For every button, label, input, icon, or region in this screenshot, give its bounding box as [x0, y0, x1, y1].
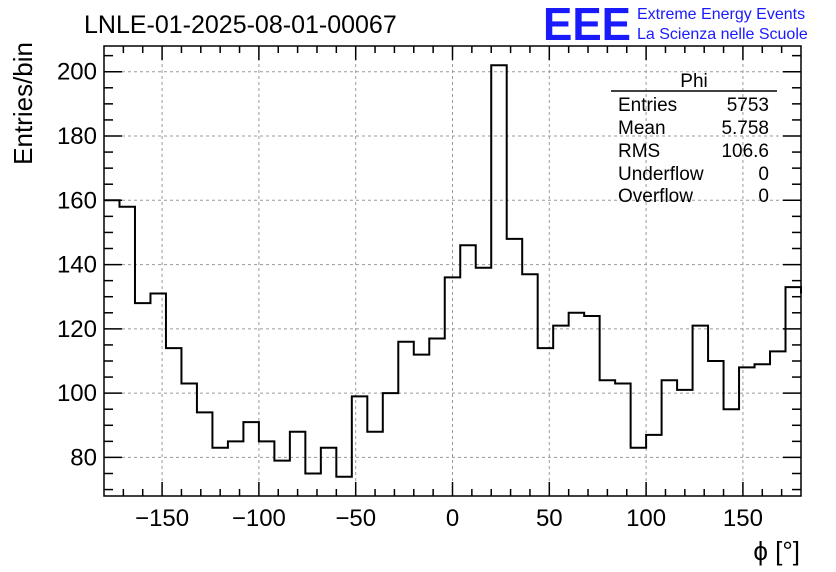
x-tick-label: −50 — [335, 505, 376, 532]
histogram-bin — [708, 361, 723, 496]
stats-label-rms: RMS — [618, 141, 660, 162]
histogram-bin — [786, 287, 801, 496]
histogram-bin — [522, 274, 537, 496]
histogram-bin — [212, 448, 227, 496]
histogram-bin — [150, 294, 165, 497]
y-axis-label: Entries/bin — [8, 42, 38, 165]
histogram-bin — [615, 384, 630, 497]
histogram-bin — [491, 65, 506, 496]
x-tick-label: −100 — [232, 505, 286, 532]
x-tick-label: 50 — [536, 505, 563, 532]
x-axis-label: ϕ [°] — [753, 536, 800, 566]
x-tick-label: 150 — [723, 505, 763, 532]
histogram-bin — [305, 474, 320, 497]
histogram-bin — [367, 432, 382, 496]
histogram-bin — [104, 200, 119, 496]
y-tick-label: 180 — [57, 123, 97, 150]
x-tick-label: 100 — [626, 505, 666, 532]
histogram-bin — [414, 355, 429, 496]
x-tick-label: 0 — [446, 505, 459, 532]
stats-label-overflow: Overflow — [618, 186, 693, 207]
histogram-bin — [197, 412, 212, 496]
histogram-bin — [166, 348, 181, 496]
stats-label-entries: Entries — [618, 95, 677, 116]
logo-line-1: Extreme Energy Events — [637, 6, 805, 23]
stats-value-rms: 106.6 — [721, 141, 769, 162]
histogram-bin — [352, 396, 367, 496]
histogram-bin — [507, 239, 522, 496]
logo-line-2: La Scienza nelle Scuole — [637, 26, 808, 43]
histogram-bin — [693, 326, 708, 496]
y-tick-label: 200 — [57, 59, 97, 86]
stats-label-underflow: Underflow — [618, 164, 704, 185]
stats-value-underflow: 0 — [758, 164, 769, 185]
y-tick-label: 160 — [57, 187, 97, 214]
histogram-bin — [569, 313, 584, 496]
histogram-bin — [383, 393, 398, 496]
axis-ticks — [104, 46, 801, 496]
histogram-bin — [724, 409, 739, 496]
x-tick-label: −150 — [135, 505, 189, 532]
histogram-bin — [739, 367, 754, 496]
eee-logo: EEE Extreme Energy Events La Scienza nel… — [543, 0, 808, 50]
histogram-bin — [553, 326, 568, 496]
histogram-bin — [135, 303, 150, 496]
y-tick-label: 80 — [70, 444, 97, 471]
histogram-step-line — [104, 64, 802, 478]
histogram-bin — [228, 441, 243, 496]
chart-title: LNLE-01-2025-08-01-00067 — [84, 11, 397, 39]
histogram-bin — [677, 390, 692, 496]
histogram-bin — [631, 448, 646, 496]
histogram-bin — [584, 316, 599, 496]
histogram-bin — [398, 342, 413, 496]
y-tick-label: 120 — [57, 316, 97, 343]
histogram-bin — [321, 448, 336, 496]
histogram-bin — [460, 245, 475, 496]
histogram-bin — [755, 364, 770, 496]
histogram-bin — [476, 268, 491, 496]
stats-box: Phi Entries 5753 Mean 5.758 RMS 106.6 Un… — [611, 71, 777, 207]
x-tick-labels: −150 −100 −50 0 50 100 150 — [135, 505, 763, 532]
grid-lines — [104, 46, 801, 496]
eee-logo-mark: EEE — [543, 0, 631, 50]
histogram-bin — [119, 207, 134, 496]
y-tick-label: 140 — [57, 252, 97, 279]
stats-value-overflow: 0 — [758, 186, 769, 207]
histogram-bin — [243, 422, 258, 496]
histogram-bin — [181, 384, 196, 497]
stats-value-entries: 5753 — [727, 95, 769, 116]
y-tick-label: 100 — [57, 380, 97, 407]
histogram-bin — [259, 441, 274, 496]
histogram-bin — [646, 435, 661, 496]
stats-value-mean: 5.758 — [721, 118, 769, 139]
histogram-bin — [662, 380, 677, 496]
histogram-bin — [290, 432, 305, 496]
histogram-bin — [770, 351, 785, 496]
stats-label-mean: Mean — [618, 118, 666, 139]
histogram-bin — [336, 477, 351, 496]
y-tick-labels: 80 100 120 140 160 180 200 — [57, 59, 97, 472]
histogram-bin — [445, 277, 460, 496]
histogram-bin — [600, 380, 615, 496]
stats-title: Phi — [680, 71, 707, 92]
histogram-bin — [538, 348, 553, 496]
histogram-bin — [274, 461, 289, 496]
histogram-bin — [429, 339, 444, 497]
